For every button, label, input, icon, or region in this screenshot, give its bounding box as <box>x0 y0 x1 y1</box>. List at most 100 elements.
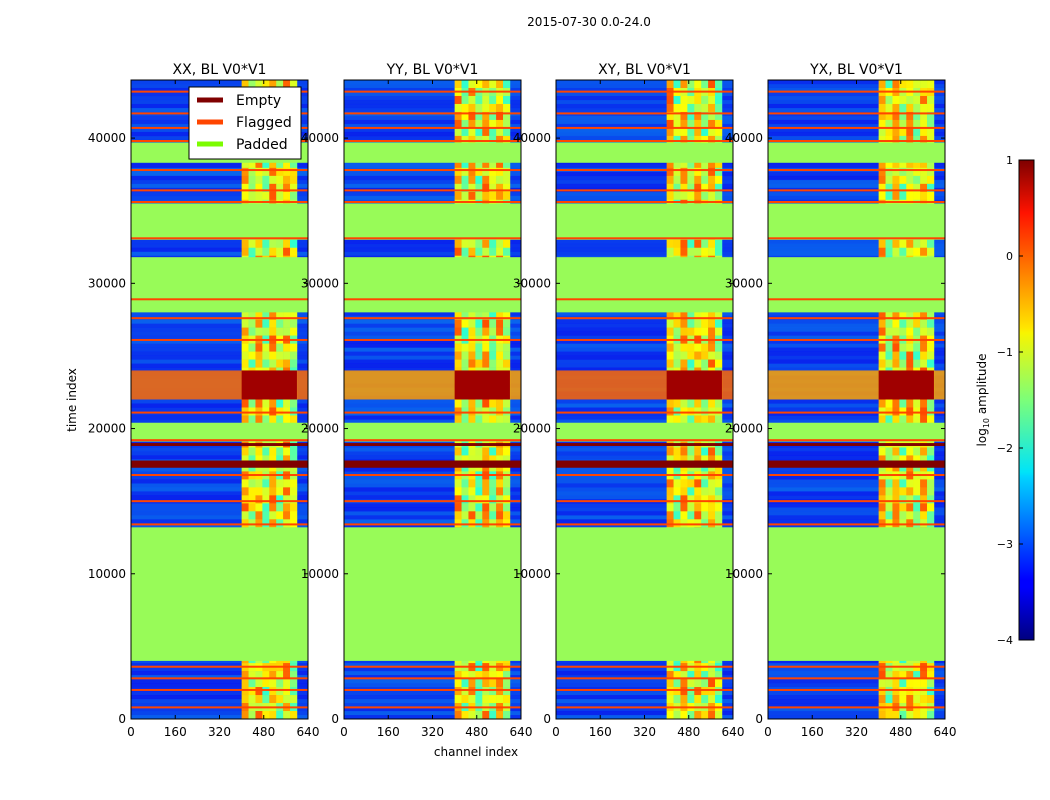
rfi-cell <box>673 351 681 360</box>
rfi-cell <box>283 175 291 185</box>
rfi-cell <box>468 351 476 360</box>
noise-row <box>131 399 308 404</box>
rfi-cell <box>503 103 511 113</box>
noise-row <box>131 351 308 356</box>
rfi-cell <box>475 167 483 177</box>
rfi-cell <box>241 415 249 424</box>
rfi-cell <box>475 495 483 504</box>
flagged-line <box>344 298 521 301</box>
rfi-cell <box>927 167 935 177</box>
rfi-cell <box>461 495 469 504</box>
rfi-cell <box>927 327 935 336</box>
rfi-cell <box>906 247 914 257</box>
rfi-cell <box>708 495 716 504</box>
noise-row <box>344 87 521 93</box>
noise-row <box>131 703 308 708</box>
rfi-cell <box>878 239 886 249</box>
rfi-cell <box>262 351 270 360</box>
rfi-cell <box>906 111 914 121</box>
noise-row <box>344 163 521 169</box>
padded-region <box>344 422 521 442</box>
rfi-cell <box>461 311 469 320</box>
rfi-cell <box>892 671 900 680</box>
x-tick-label: 480 <box>252 725 275 739</box>
noise-row <box>344 683 521 688</box>
rfi-cell <box>262 359 270 368</box>
noise-row <box>131 691 308 696</box>
noise-row <box>768 399 945 404</box>
noise-row <box>556 91 733 97</box>
rfi-cell <box>899 127 907 137</box>
rfi-cell <box>906 311 914 320</box>
rfi-cell <box>248 319 256 328</box>
flagged-line <box>344 200 521 203</box>
rfi-cell <box>248 511 256 520</box>
noise-row <box>556 355 733 360</box>
rfi-cell <box>701 319 709 328</box>
rfi-cell <box>913 327 921 336</box>
rfi-cell <box>878 351 886 360</box>
rfi-cell <box>248 311 256 320</box>
rfi-cell <box>708 247 716 257</box>
rfi-cell <box>920 247 928 257</box>
rfi-cell <box>248 80 256 89</box>
rfi-cell <box>927 175 935 185</box>
flagged-line <box>344 439 521 442</box>
noise-row <box>344 411 521 416</box>
noise-row <box>556 403 733 408</box>
rfi-cell <box>475 95 483 105</box>
rfi-cell <box>454 319 462 328</box>
rfi-cell <box>283 247 291 257</box>
flagged-line <box>131 169 308 172</box>
rfi-cell <box>920 503 928 512</box>
rfi-cell <box>290 319 298 328</box>
noise-row <box>344 183 521 189</box>
rfi-cell <box>913 119 921 129</box>
noise-row <box>344 523 521 528</box>
rfi-cell <box>913 679 921 688</box>
rfi-cell <box>701 671 709 680</box>
rfi-cell <box>489 503 497 512</box>
rfi-cell <box>885 479 893 488</box>
noise-row <box>768 679 945 684</box>
rfi-cell <box>687 359 695 368</box>
rfi-cell <box>885 487 893 496</box>
rfi-cell <box>708 359 716 368</box>
noise-row <box>344 119 521 125</box>
rfi-cell <box>878 679 886 688</box>
rfi-cell <box>468 119 476 129</box>
rfi-cell <box>673 183 681 193</box>
rfi-cell <box>283 167 291 177</box>
rfi-cell <box>673 127 681 137</box>
rfi-cell <box>262 455 270 464</box>
y-tick-label: 20000 <box>725 422 763 436</box>
rfi-cell <box>892 479 900 488</box>
rfi-cell <box>892 239 900 249</box>
rfi-cell <box>241 159 249 169</box>
noise-row <box>131 447 308 452</box>
rfi-cell <box>892 80 900 89</box>
rfi-cell <box>454 455 462 464</box>
rfi-cell <box>461 399 469 408</box>
rfi-cell <box>666 247 674 257</box>
rfi-cell <box>927 159 935 169</box>
rfi-cell <box>892 343 900 352</box>
rfi-cell <box>241 455 249 464</box>
flagged-line <box>344 139 521 142</box>
noise-row <box>344 359 521 364</box>
noise-row <box>768 171 945 177</box>
rfi-cell <box>673 167 681 177</box>
rfi-cell <box>927 399 935 408</box>
rfi-cell <box>666 679 674 688</box>
rfi-cell <box>708 311 716 320</box>
x-tick-label: 480 <box>465 725 488 739</box>
flagged-line <box>556 237 733 240</box>
rfi-cell <box>666 343 674 352</box>
flagged-line <box>344 112 521 115</box>
rfi-cell <box>475 415 483 424</box>
rfi-cell <box>673 80 681 89</box>
noise-row <box>768 319 945 324</box>
noise-row <box>131 675 308 680</box>
noise-row <box>768 95 945 101</box>
rfi-cell <box>680 159 688 169</box>
